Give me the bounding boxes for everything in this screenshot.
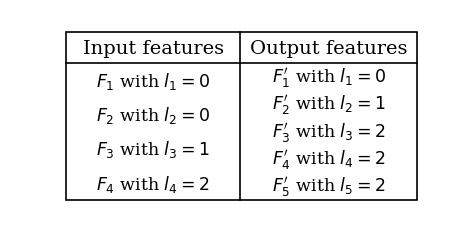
Text: $F_2$ with $l_2 = 0$: $F_2$ with $l_2 = 0$ [96,105,210,126]
Text: Input features: Input features [83,40,224,58]
Text: $F_5'$ with $l_5 = 2$: $F_5'$ with $l_5 = 2$ [272,175,386,199]
Text: $F_1'$ with $l_1 = 0$: $F_1'$ with $l_1 = 0$ [272,66,386,90]
Text: $F_4'$ with $l_4 = 2$: $F_4'$ with $l_4 = 2$ [272,147,386,171]
Text: $F_1$ with $l_1 = 0$: $F_1$ with $l_1 = 0$ [96,71,210,92]
Text: Output features: Output features [250,40,407,58]
Text: $F_2'$ with $l_2 = 1$: $F_2'$ with $l_2 = 1$ [272,93,386,117]
Text: $F_4$ with $l_4 = 2$: $F_4$ with $l_4 = 2$ [96,173,210,194]
Text: $F_3'$ with $l_3 = 2$: $F_3'$ with $l_3 = 2$ [272,120,386,144]
Text: $F_3$ with $l_3 = 1$: $F_3$ with $l_3 = 1$ [96,139,210,160]
